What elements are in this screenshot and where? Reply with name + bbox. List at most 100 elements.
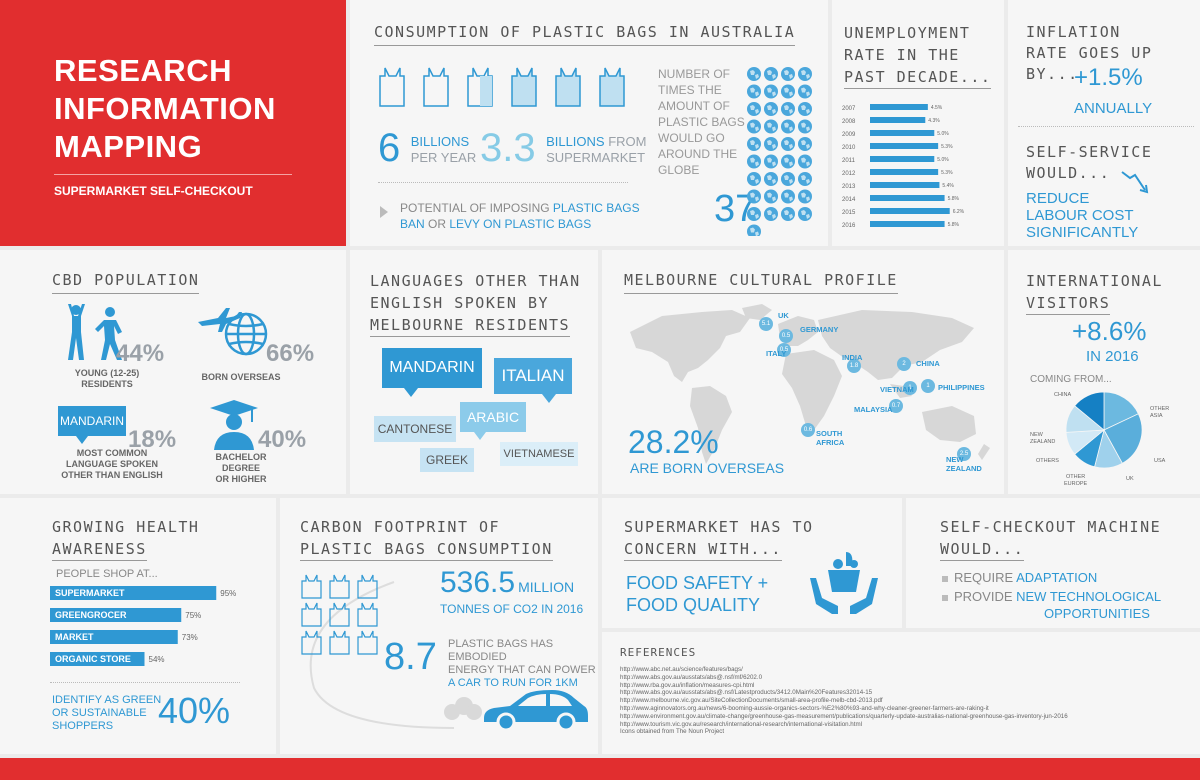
unemp-value-label: 5.4%: [942, 183, 954, 189]
shop-value: 73%: [182, 633, 198, 642]
bubble-greek: GREEK: [420, 448, 474, 472]
globe-icon: [798, 189, 812, 204]
pie-label-other-asia: OTHER ASIA: [1150, 406, 1170, 419]
pie-label-uk: UK: [1126, 476, 1134, 482]
country-dot: 0.7: [889, 399, 903, 413]
carbon-num2-text: PLASTIC BAGS HAS EMBODIED ENERGY THAT CA…: [448, 638, 596, 689]
unemp-year-label: 2007: [842, 106, 856, 112]
bag-icon: [511, 67, 537, 107]
globe-icon: [798, 137, 812, 151]
unemp-value-label: 5.8%: [948, 222, 960, 228]
globe-icon: [747, 189, 761, 204]
globe-icon: [781, 189, 795, 204]
globe-icon: [781, 119, 795, 134]
bag-icon: [467, 67, 493, 107]
pie-label-other-europe: OTHER EUROPE: [1064, 474, 1088, 487]
unemp-value-label: 4.3%: [928, 118, 940, 124]
globe-icon: [798, 102, 812, 116]
unemp-year-label: 2010: [842, 145, 856, 151]
pie-slice: [1103, 391, 1139, 431]
international-value: +8.6%: [1072, 316, 1147, 346]
languages-panel: LANGUAGES OTHER THAN ENGLISH SPOKEN BY M…: [350, 250, 598, 494]
car-icon: [484, 690, 588, 732]
health-divider: [50, 682, 240, 683]
globe-icon: [764, 154, 778, 169]
unemp-value-label: 5.0%: [937, 157, 949, 163]
country-dot: 2: [897, 357, 911, 371]
globe-icon: [781, 172, 795, 186]
unemp-year-label: 2013: [842, 184, 856, 190]
bubble-mandarin: MANDARIN: [382, 348, 482, 397]
unemp-bar: [870, 130, 935, 136]
globe-icon: [747, 84, 761, 99]
globe-icon: [781, 102, 795, 116]
bag-icon: [379, 67, 405, 107]
bag-icon: [357, 630, 378, 655]
carbon-num1: 536.5 MILLION: [440, 566, 575, 599]
carbon-bag-icons: [301, 574, 378, 655]
cultural-panel: MELBOURNE CULTURAL PROFILE 28.2% ARE BOR…: [602, 250, 1004, 494]
international-panel: INTERNATIONAL VISITORS +8.6% IN 2016 COM…: [1008, 250, 1200, 494]
bag-icons-row: [379, 67, 625, 107]
stat-3-3-billion: 3.3 BILLIONS FROM SUPERMARKET: [480, 126, 647, 170]
pie-label-nz: NEW ZEALAND: [1030, 432, 1056, 445]
unemp-value-label: 6.2%: [953, 209, 965, 215]
self-service-text: REDUCE LABOUR COST SIGNIFICANTLY: [1026, 190, 1139, 241]
concern-panel: SUPERMARKET HAS TO CONCERN WITH... FOOD …: [602, 498, 902, 628]
born-overseas-label: ARE BORN OVERSEAS: [630, 460, 785, 476]
page-subtitle: SUPERMARKET SELF-CHECKOUT: [54, 184, 253, 198]
carbon-num2: 8.7: [384, 636, 437, 678]
stat-6-billion: 6 BILLIONS PER YEAR: [378, 126, 477, 170]
reference-item: http://www.tourism.vic.gov.au/research/i…: [620, 720, 862, 728]
country-label: CHINA: [916, 359, 940, 368]
unemployment-panel: UNEMPLOYMENT RATE IN THE PAST DECADE... …: [832, 0, 1004, 246]
reference-item: http://www.abs.gov.au/ausstats/abs@.nsf/…: [620, 673, 763, 681]
globe-icon: [747, 102, 761, 116]
young-pct: 44%: [116, 340, 165, 367]
globe-icon: [798, 172, 812, 186]
bag-icon: [423, 67, 449, 107]
identify-text: IDENTIFY AS GREEN OR SUSTAINABLE SHOPPER…: [52, 694, 162, 732]
globe-icon: [747, 224, 761, 236]
header-panel: RESEARCH INFORMATION MAPPING SUPERMARKET…: [0, 0, 346, 246]
globe-icon: [764, 207, 778, 221]
shop-bar: [50, 608, 182, 622]
unemp-bar: [870, 221, 945, 227]
shop-value: 75%: [185, 611, 201, 620]
bach-pct: 40%: [258, 426, 307, 453]
globe-icon: [764, 172, 778, 186]
country-label: ITALY: [766, 349, 787, 358]
bag-icon: [555, 67, 581, 107]
references-heading: REFERENCES: [620, 646, 697, 659]
bubble-cantonese: CANTONESE: [374, 416, 456, 442]
globe-icon: [747, 119, 761, 134]
country-dot: 1.8: [847, 359, 861, 373]
globe-icon: [764, 84, 778, 99]
people-icon: [68, 304, 122, 360]
unemp-value-label: 5.3%: [941, 170, 953, 176]
globe-icon: [747, 137, 761, 151]
carbon-heading: CARBON FOOTPRINT OF PLASTIC BAGS CONSUMP…: [300, 516, 553, 561]
unemp-bar: [870, 195, 945, 201]
international-heading: INTERNATIONAL VISITORS: [1026, 270, 1163, 315]
concern-heading: SUPERMARKET HAS TO CONCERN WITH...: [624, 516, 814, 561]
globe-icon: [798, 84, 812, 99]
lang-label: MOST COMMON LANGUAGE SPOKEN OTHER THAN E…: [61, 448, 163, 480]
international-sub: IN 2016: [1086, 348, 1139, 365]
bag-icon: [357, 574, 378, 599]
country-label: NEW ZEALAND: [946, 455, 982, 473]
machine-item-1: REQUIRE ADAPTATION: [942, 570, 1097, 585]
bag-icon: [329, 630, 350, 655]
bag-icon: [329, 602, 350, 627]
unemp-bar: [870, 169, 939, 175]
country-label: PHILIPPINES: [938, 383, 985, 392]
carbon-panel: CARBON FOOTPRINT OF PLASTIC BAGS CONSUMP…: [280, 498, 598, 754]
globe-icon: [798, 154, 812, 169]
inflation-value: +1.5%: [1074, 64, 1143, 91]
unemp-bar: [870, 143, 939, 149]
title-divider: [54, 174, 292, 175]
unemployment-chart: 2007 4.5% 2008 4.3% 2009 5.0% 2010 5.3% 2011 5.0%…: [842, 104, 965, 229]
people-shop: PEOPLE SHOP AT...: [56, 568, 158, 580]
country-dot: 0.6: [801, 423, 815, 437]
unemp-year-label: 2015: [842, 210, 856, 216]
